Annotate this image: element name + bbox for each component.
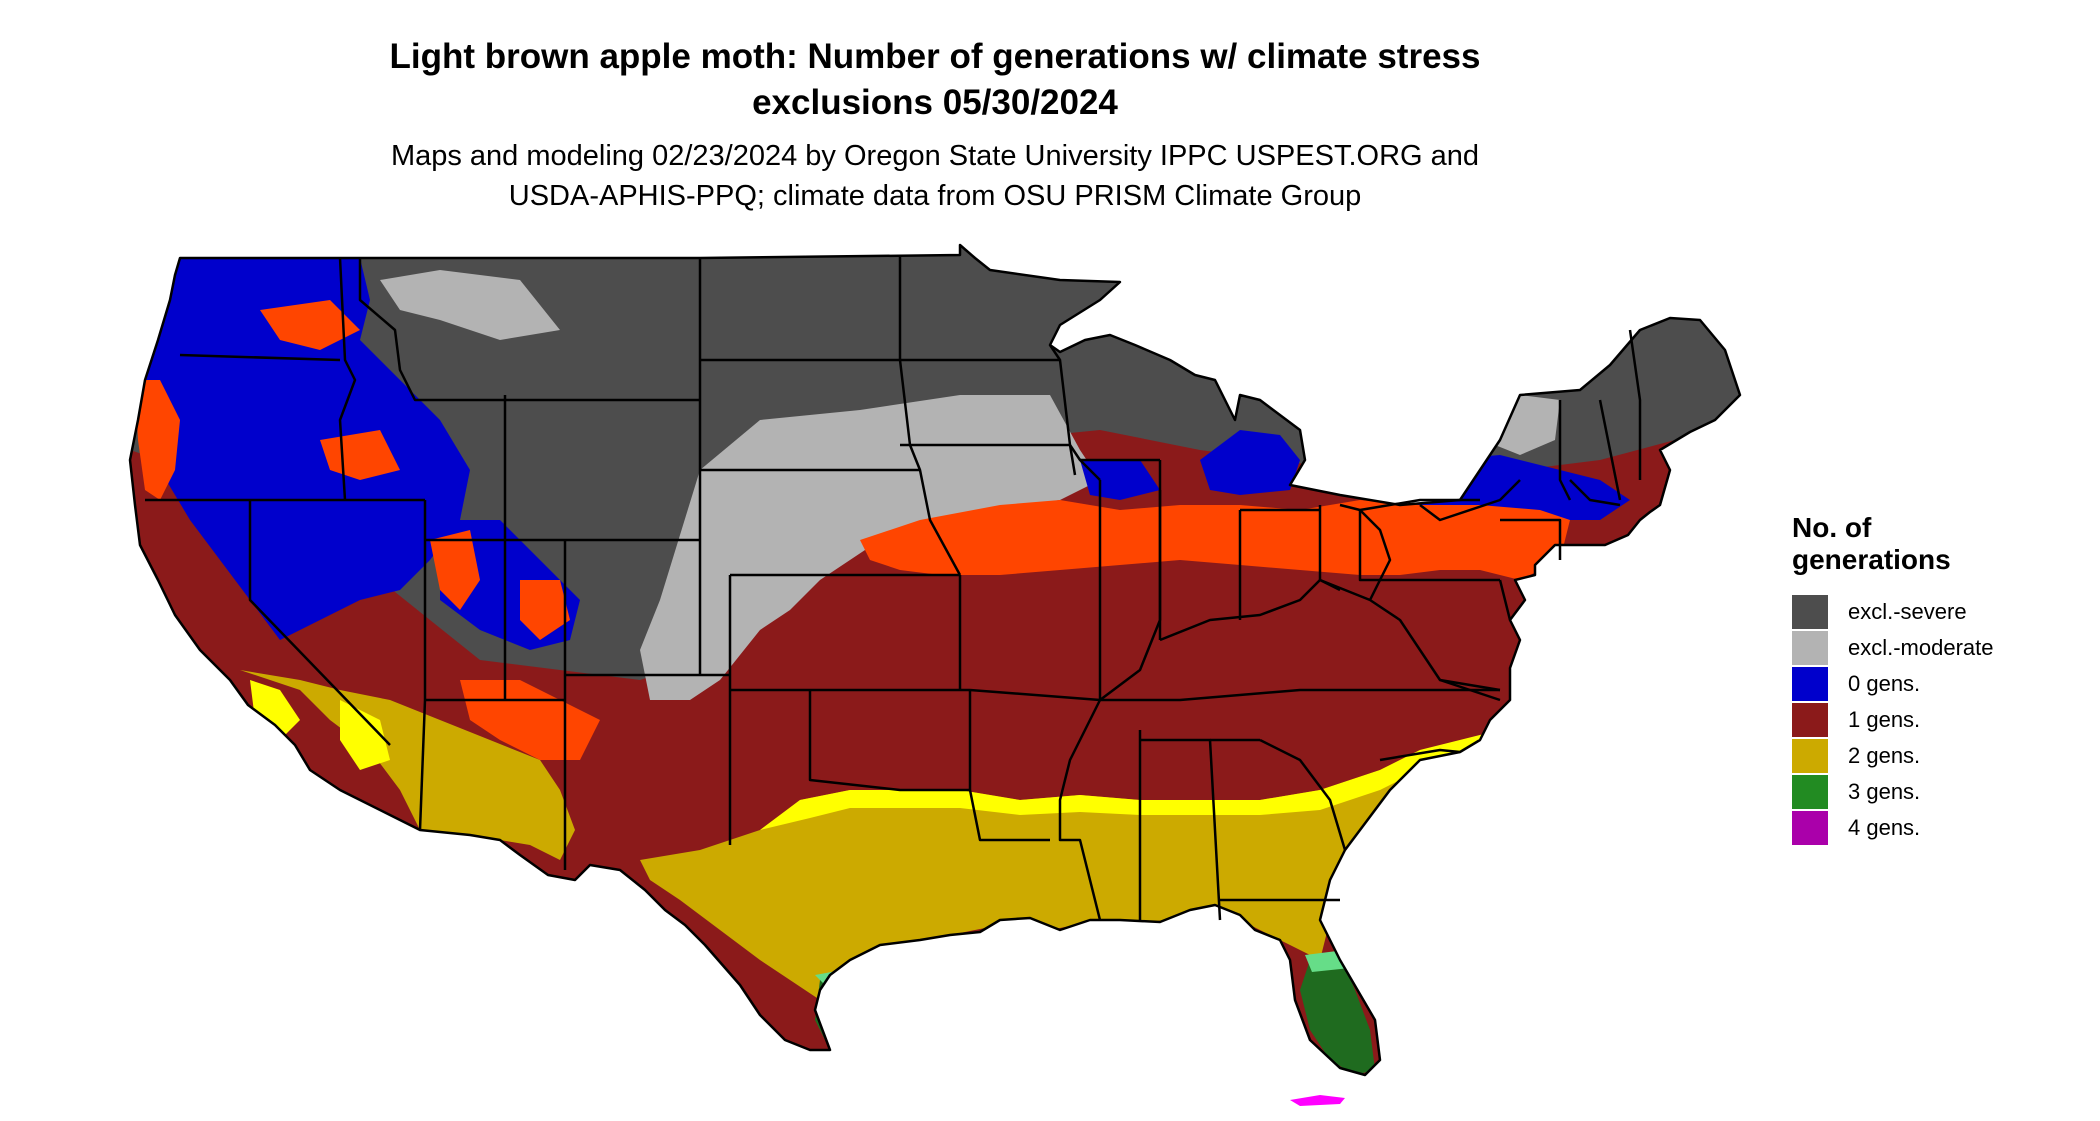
legend-label-0-gens: 0 gens. — [1848, 671, 1921, 696]
state-borders — [128, 243, 1742, 1077]
legend-swatch-4-gens — [1792, 811, 1828, 845]
legend-swatch-excl-moderate — [1792, 631, 1828, 665]
title-line-2: exclusions 05/30/2024 — [752, 83, 1118, 122]
legend-item-4-gens: 4 gens. — [1792, 810, 2082, 846]
legend-swatch-0-gens — [1792, 667, 1828, 701]
map-subtitle: Maps and modeling 02/23/2024 by Oregon S… — [0, 136, 1870, 216]
legend-item-0-gens: 0 gens. — [1792, 666, 2082, 702]
subtitle-line-2: USDA-APHIS-PPQ; climate data from OSU PR… — [508, 180, 1362, 212]
legend-title: No. of generations — [1792, 512, 2082, 576]
map-title: Light brown apple moth: Number of genera… — [0, 34, 1870, 126]
legend-item-3-gens: 3 gens. — [1792, 774, 2082, 810]
legend-item-2-gens: 2 gens. — [1792, 738, 2082, 774]
legend-title-line-2: generations — [1792, 544, 1951, 575]
legend-title-line-1: No. of — [1792, 512, 1872, 543]
legend: No. of generations excl.-severe excl.-mo… — [1792, 512, 2082, 846]
legend-item-1-gens: 1 gens. — [1792, 702, 2082, 738]
legend-label-2-gens: 2 gens. — [1848, 743, 1921, 768]
legend-label-1-gens: 1 gens. — [1848, 707, 1921, 732]
legend-swatch-1-gens — [1792, 703, 1828, 737]
legend-items: excl.-severe excl.-moderate 0 gens. 1 ge… — [1792, 594, 2082, 846]
legend-item-excl-moderate: excl.-moderate — [1792, 630, 2082, 666]
legend-label-3-gens: 3 gens. — [1848, 779, 1921, 804]
subtitle-line-1: Maps and modeling 02/23/2024 by Oregon S… — [390, 140, 1480, 172]
legend-swatch-3-gens — [1792, 775, 1828, 809]
legend-swatch-excl-severe — [1792, 595, 1828, 629]
legend-label-excl-severe: excl.-severe — [1848, 599, 1967, 624]
legend-swatch-2-gens — [1792, 739, 1828, 773]
legend-item-excl-severe: excl.-severe — [1792, 594, 2082, 630]
title-line-1: Light brown apple moth: Number of genera… — [389, 37, 1481, 76]
legend-label-4-gens: 4 gens. — [1848, 815, 1921, 840]
map-fill — [130, 245, 1740, 1075]
legend-label-excl-moderate: excl.-moderate — [1848, 635, 1994, 660]
florida-keys-4gens — [1290, 1095, 1345, 1106]
